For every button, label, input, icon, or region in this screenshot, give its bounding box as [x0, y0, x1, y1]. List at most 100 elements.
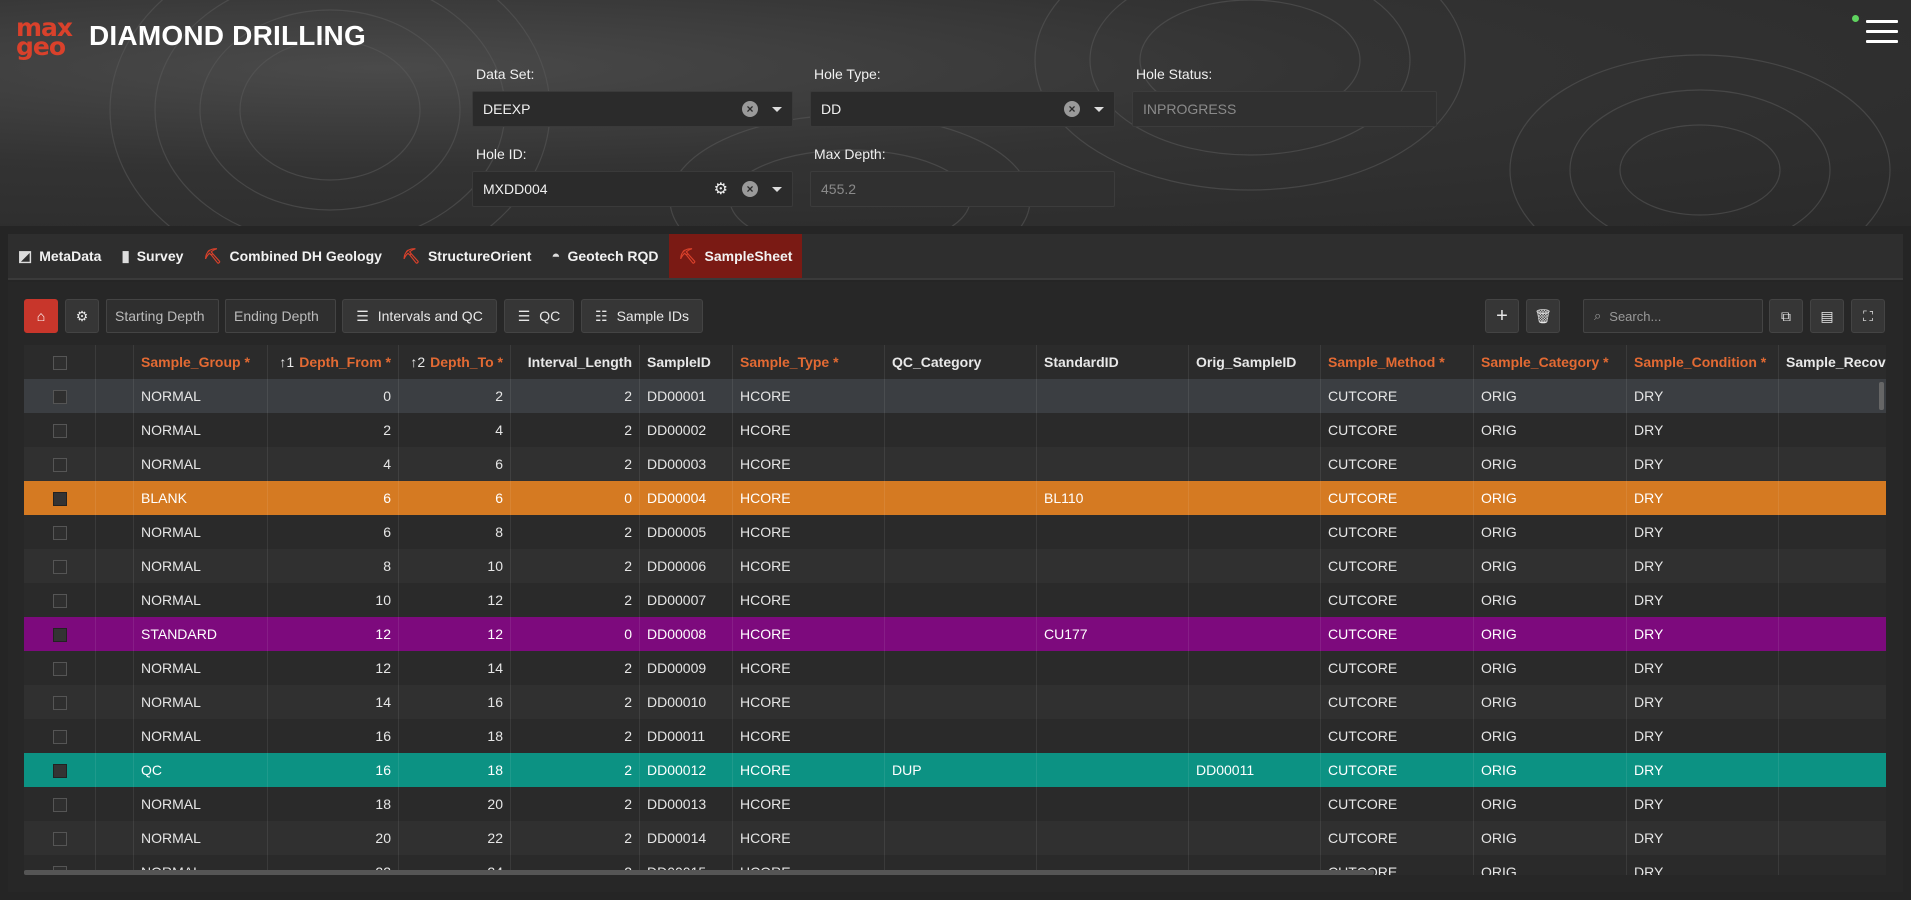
- cell-sampleid[interactable]: DD00013: [640, 787, 733, 821]
- cell-sample-category[interactable]: ORIG: [1474, 379, 1627, 413]
- cell-sample-condition[interactable]: DRY: [1627, 413, 1779, 447]
- cell-qc-category[interactable]: [885, 413, 1037, 447]
- tab-survey[interactable]: ▮ Survey: [111, 234, 193, 278]
- table-row[interactable]: NORMAL 6 8 2 DD00005 HCORE CUTCORE ORIG DRY: [24, 515, 1886, 549]
- home-button[interactable]: ⌂: [24, 299, 58, 333]
- cell-sample-method[interactable]: CUTCORE: [1321, 719, 1474, 753]
- cell-depth-to[interactable]: 18: [399, 753, 511, 787]
- cell-sample-category[interactable]: ORIG: [1474, 447, 1627, 481]
- cell-depth-to[interactable]: 14: [399, 651, 511, 685]
- cell-sample-condition[interactable]: DRY: [1627, 651, 1779, 685]
- cell-depth-from[interactable]: 8: [268, 549, 399, 583]
- table-row[interactable]: NORMAL 2 4 2 DD00002 HCORE CUTCORE ORIG DRY: [24, 413, 1886, 447]
- cell-sample-method[interactable]: CUTCORE: [1321, 753, 1474, 787]
- cell-sample-group[interactable]: NORMAL: [134, 719, 268, 753]
- cell-sample-type[interactable]: HCORE: [733, 787, 885, 821]
- cell-depth-from[interactable]: 16: [268, 753, 399, 787]
- cell-sample-category[interactable]: ORIG: [1474, 719, 1627, 753]
- cell-qc-category[interactable]: [885, 447, 1037, 481]
- cell-orig-sampleid[interactable]: [1189, 583, 1321, 617]
- column-header-orig-sampleid[interactable]: Orig_SampleID: [1189, 345, 1321, 379]
- cell-sample-group[interactable]: BLANK: [134, 481, 268, 515]
- table-row[interactable]: NORMAL 14 16 2 DD00010 HCORE CUTCORE ORIG DRY: [24, 685, 1886, 719]
- row-checkbox-cell[interactable]: [24, 413, 96, 447]
- row-checkbox-cell[interactable]: [24, 787, 96, 821]
- horizontal-scrollbar[interactable]: [24, 870, 1374, 875]
- sample-ids-button[interactable]: ☷ Sample IDs: [581, 299, 703, 333]
- cell-sample-type[interactable]: HCORE: [733, 719, 885, 753]
- table-row[interactable]: NORMAL 8 10 2 DD00006 HCORE CUTCORE ORIG DRY: [24, 549, 1886, 583]
- row-checkbox-cell[interactable]: [24, 549, 96, 583]
- cell-sample-type[interactable]: HCORE: [733, 549, 885, 583]
- cell-sampleid[interactable]: DD00008: [640, 617, 733, 651]
- column-header-qc-category[interactable]: QC_Category: [885, 345, 1037, 379]
- cell-depth-from[interactable]: 12: [268, 617, 399, 651]
- column-header-interval-length[interactable]: Interval_Length: [511, 345, 640, 379]
- cell-qc-category[interactable]: [885, 379, 1037, 413]
- cell-sample-condition[interactable]: DRY: [1627, 583, 1779, 617]
- row-checkbox[interactable]: [52, 798, 67, 813]
- cell-standardid[interactable]: [1037, 719, 1189, 753]
- cell-interval-length[interactable]: 2: [511, 413, 640, 447]
- cell-sample-recovery[interactable]: [1779, 515, 1886, 549]
- cell-depth-from[interactable]: 16: [268, 719, 399, 753]
- cell-depth-from[interactable]: 12: [268, 651, 399, 685]
- delete-row-button[interactable]: 🗑: [1526, 299, 1560, 333]
- cell-sample-method[interactable]: CUTCORE: [1321, 787, 1474, 821]
- cell-qc-category[interactable]: [885, 651, 1037, 685]
- tab-geotech-rqd[interactable]: ◓ Geotech RQD: [541, 234, 668, 278]
- cell-sample-recovery[interactable]: [1779, 821, 1886, 855]
- table-row[interactable]: STANDARD 12 12 0 DD00008 HCORE CU177 CUTCORE ORI…: [24, 617, 1886, 651]
- cell-sampleid[interactable]: DD00011: [640, 719, 733, 753]
- cell-standardid[interactable]: [1037, 821, 1189, 855]
- cell-sampleid[interactable]: DD00012: [640, 753, 733, 787]
- cell-sample-category[interactable]: ORIG: [1474, 753, 1627, 787]
- cell-interval-length[interactable]: 2: [511, 651, 640, 685]
- cell-standardid[interactable]: [1037, 787, 1189, 821]
- cell-standardid[interactable]: [1037, 379, 1189, 413]
- cell-sample-group[interactable]: NORMAL: [134, 413, 268, 447]
- search-input[interactable]: ⌕ Search...: [1583, 299, 1763, 333]
- cell-sample-condition[interactable]: DRY: [1627, 719, 1779, 753]
- row-checkbox[interactable]: [52, 594, 67, 609]
- cell-sample-group[interactable]: NORMAL: [134, 651, 268, 685]
- cell-depth-from[interactable]: 18: [268, 787, 399, 821]
- cell-sample-method[interactable]: CUTCORE: [1321, 549, 1474, 583]
- row-checkbox[interactable]: [52, 662, 67, 677]
- cell-qc-category[interactable]: DUP: [885, 753, 1037, 787]
- add-row-button[interactable]: +: [1485, 299, 1519, 333]
- cell-sample-group[interactable]: NORMAL: [134, 787, 268, 821]
- cell-sample-type[interactable]: HCORE: [733, 447, 885, 481]
- cell-sampleid[interactable]: DD00005: [640, 515, 733, 549]
- cell-sample-condition[interactable]: DRY: [1627, 515, 1779, 549]
- cell-sample-recovery[interactable]: [1779, 583, 1886, 617]
- cell-interval-length[interactable]: 2: [511, 821, 640, 855]
- copy-button[interactable]: ⧉: [1769, 299, 1803, 333]
- cell-depth-from[interactable]: 22: [268, 855, 399, 875]
- row-checkbox[interactable]: [52, 832, 67, 847]
- row-checkbox[interactable]: [52, 560, 67, 575]
- cell-depth-to[interactable]: 12: [399, 617, 511, 651]
- cell-standardid[interactable]: [1037, 855, 1189, 875]
- cell-standardid[interactable]: [1037, 753, 1189, 787]
- row-checkbox[interactable]: [52, 730, 67, 745]
- cell-qc-category[interactable]: [885, 583, 1037, 617]
- cell-sample-method[interactable]: CUTCORE: [1321, 481, 1474, 515]
- cell-sample-condition[interactable]: DRY: [1627, 787, 1779, 821]
- tab-samplesheet[interactable]: ⛏ SampleSheet: [668, 234, 803, 278]
- cell-depth-to[interactable]: 16: [399, 685, 511, 719]
- cell-depth-to[interactable]: 10: [399, 549, 511, 583]
- cell-interval-length[interactable]: 0: [511, 617, 640, 651]
- tab-structure-orient[interactable]: ⛏ StructureOrient: [392, 234, 542, 278]
- cell-orig-sampleid[interactable]: DD00011: [1189, 753, 1321, 787]
- cell-sample-recovery[interactable]: [1779, 753, 1886, 787]
- ending-depth-input[interactable]: Ending Depth: [225, 299, 336, 333]
- cell-sample-type[interactable]: HCORE: [733, 379, 885, 413]
- cell-sample-group[interactable]: NORMAL: [134, 549, 268, 583]
- cell-standardid[interactable]: CU177: [1037, 617, 1189, 651]
- cell-sample-recovery[interactable]: [1779, 481, 1886, 515]
- cell-sample-category[interactable]: ORIG: [1474, 413, 1627, 447]
- cell-standardid[interactable]: BL110: [1037, 481, 1189, 515]
- cell-interval-length[interactable]: 2: [511, 719, 640, 753]
- cell-sample-category[interactable]: ORIG: [1474, 583, 1627, 617]
